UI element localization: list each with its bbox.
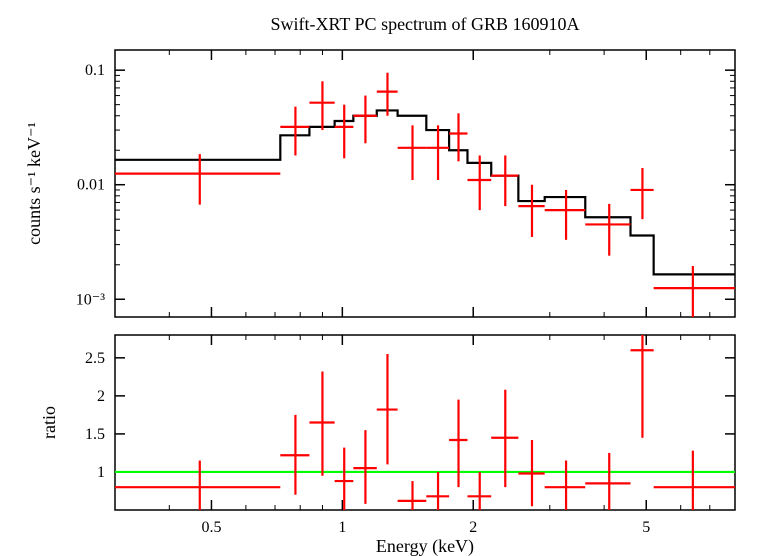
- y-bottom-axis-label: ratio: [39, 406, 59, 439]
- y-bottom-tick-label: 2.5: [85, 350, 105, 367]
- x-tick-label: 0.5: [201, 519, 221, 536]
- spectrum-chart: Swift-XRT PC spectrum of GRB 160910A 0.5 1…: [0, 0, 758, 556]
- x-tick-label: 2: [469, 519, 477, 536]
- x-axis-label: Energy (keV): [376, 536, 474, 556]
- y-top-tick-label: 0.1: [85, 62, 105, 79]
- y-top-tick-label: 0.01: [77, 177, 105, 194]
- y-bottom-tick-label: 1: [97, 464, 105, 481]
- top-panel-data: [115, 73, 735, 321]
- y-top-axis-label: counts s⁻¹ keV⁻¹: [24, 122, 44, 245]
- x-tick-label: 5: [642, 519, 650, 536]
- y-top-tick-label: 10⁻³: [76, 291, 105, 308]
- chart-title: Swift-XRT PC spectrum of GRB 160910A: [270, 14, 579, 34]
- chart-svg: Swift-XRT PC spectrum of GRB 160910A 0.5 1…: [0, 0, 758, 556]
- x-tick-label: 1: [338, 519, 346, 536]
- y-bottom-tick-label: 1.5: [85, 426, 105, 443]
- bottom-panel-data: [115, 335, 735, 510]
- y-bottom-tick-label: 2: [97, 388, 105, 405]
